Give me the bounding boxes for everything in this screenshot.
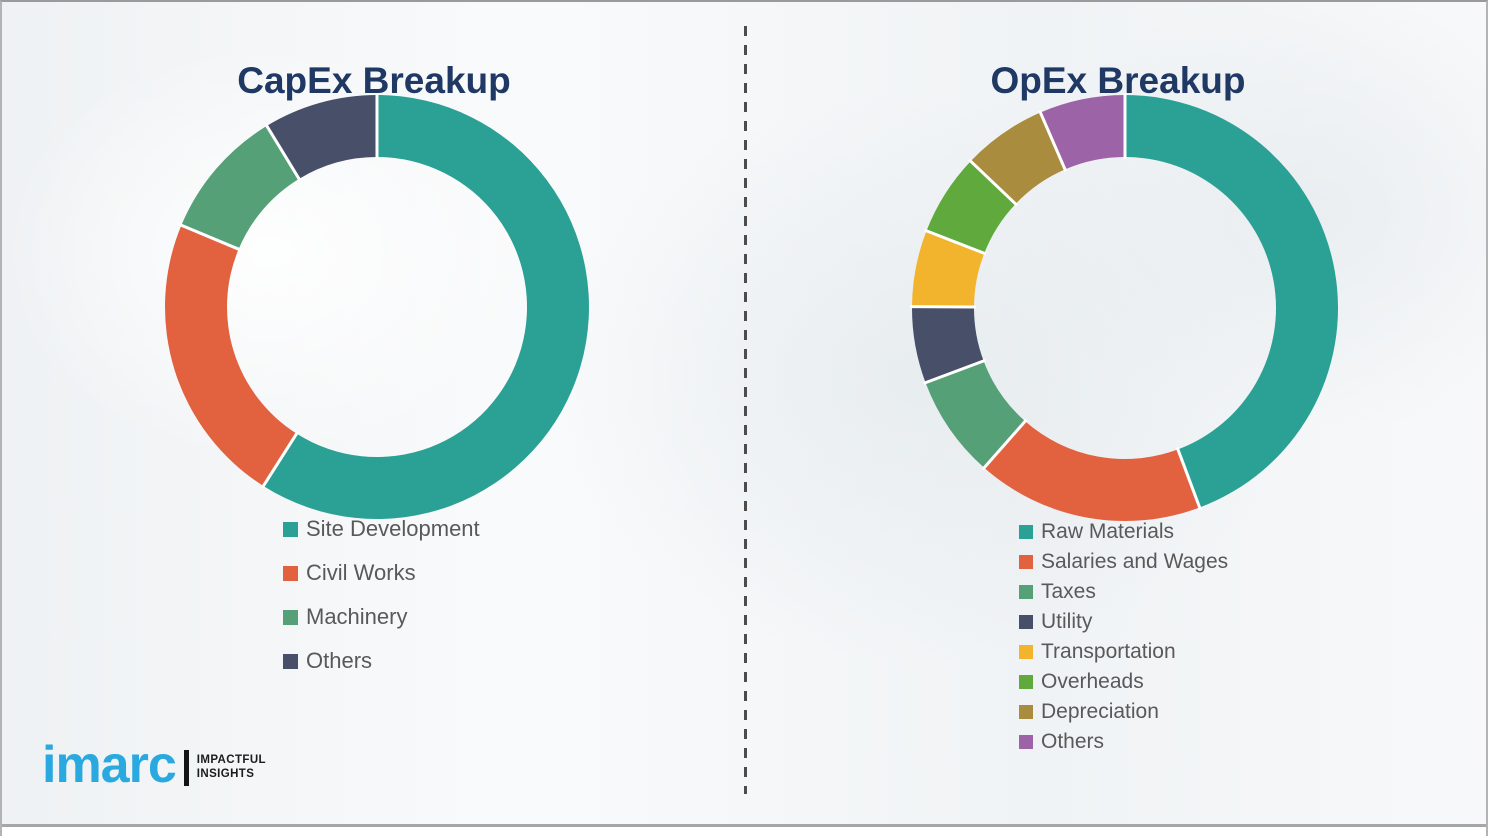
legend-label-others: Others bbox=[1041, 730, 1105, 753]
legend-swatch-machinery bbox=[283, 609, 298, 625]
imarc-logo-tagline: IMPACTFUL INSIGHTS bbox=[197, 754, 266, 782]
legend-label-raw-materials: Raw Materials bbox=[1041, 520, 1175, 543]
legend-label-depreciation: Depreciation bbox=[1041, 700, 1159, 723]
capex-legend: Site Development Civil Works Machinery Othe… bbox=[283, 516, 480, 673]
legend-swatch-salaries-and-wages bbox=[1019, 555, 1033, 569]
imarc-logo-wordmark: imarc bbox=[42, 736, 177, 794]
slice-gap bbox=[1175, 447, 1202, 510]
slice-gap bbox=[1038, 110, 1068, 172]
legend-item-depreciation: Depreciation bbox=[1019, 700, 1228, 724]
slice-gap bbox=[261, 431, 299, 489]
legend-item-raw-materials: Raw Materials bbox=[1019, 520, 1228, 544]
legend-swatch-others bbox=[283, 653, 298, 669]
opex-donut-chart bbox=[909, 93, 1339, 522]
legend-label-others: Others bbox=[306, 648, 373, 673]
legend-item-machinery: Machinery bbox=[283, 604, 480, 629]
legend-item-others: Others bbox=[283, 648, 480, 673]
slice-gap bbox=[968, 158, 1019, 207]
slice-gap bbox=[178, 223, 242, 252]
legend-label-civil-works: Civil Works bbox=[306, 560, 416, 585]
legend-label-overheads: Overheads bbox=[1041, 670, 1144, 693]
legend-label-site-development: Site Development bbox=[306, 516, 480, 541]
legend-swatch-raw-materials bbox=[1019, 525, 1033, 539]
legend-swatch-utility bbox=[1019, 615, 1033, 629]
legend-swatch-depreciation bbox=[1019, 705, 1033, 719]
legend-item-utility: Utility bbox=[1019, 610, 1228, 634]
slice-gap bbox=[264, 123, 302, 182]
slice-gap bbox=[923, 358, 986, 385]
legend-item-salaries-and-wages: Salaries and Wages bbox=[1019, 550, 1228, 574]
legend-item-overheads: Overheads bbox=[1019, 670, 1228, 694]
legend-label-machinery: Machinery bbox=[306, 604, 408, 629]
donut-slice-machinery bbox=[181, 125, 300, 250]
bottom-rule bbox=[2, 824, 1486, 827]
donut-slice-salaries-and-wages bbox=[984, 421, 1200, 522]
imarc-tagline-line1: IMPACTFUL bbox=[196, 754, 266, 767]
donut-slice-others bbox=[1040, 95, 1125, 170]
donut-slice-transportation bbox=[912, 230, 985, 308]
opex-title: OpEx Breakup bbox=[990, 59, 1246, 101]
legend-label-taxes: Taxes bbox=[1041, 580, 1096, 603]
legend-label-transportation: Transportation bbox=[1041, 640, 1176, 663]
bottom-strip bbox=[2, 827, 1486, 836]
slice-gap bbox=[981, 418, 1028, 471]
legend-swatch-others bbox=[1019, 735, 1033, 749]
legend-label-utility: Utility bbox=[1041, 610, 1093, 633]
donut-slice-utility bbox=[911, 306, 984, 383]
donut-slice-depreciation bbox=[970, 112, 1066, 204]
legend-swatch-site-development bbox=[283, 521, 298, 537]
donut-slice-taxes bbox=[925, 360, 1026, 468]
legend-item-civil-works: Civil Works bbox=[283, 560, 480, 585]
legend-swatch-taxes bbox=[1019, 585, 1033, 599]
capex-donut-chart bbox=[164, 93, 589, 519]
imarc-logo-separator bbox=[183, 750, 189, 786]
imarc-logo: imarc IMPACTFUL INSIGHTS bbox=[42, 739, 266, 791]
panel-divider bbox=[744, 26, 747, 794]
donut-slice-others bbox=[266, 95, 377, 179]
legend-swatch-civil-works bbox=[283, 565, 298, 581]
donut-slice-civil-works bbox=[164, 225, 297, 486]
legend-item-others: Others bbox=[1019, 730, 1228, 754]
imarc-tagline-line2: INSIGHTS bbox=[196, 768, 255, 780]
legend-item-site-development: Site Development bbox=[283, 516, 480, 541]
opex-legend: Raw Materials Salaries and Wages Taxes Util… bbox=[1019, 520, 1228, 754]
donut-slice-raw-materials bbox=[1125, 95, 1339, 508]
legend-label-salaries-and-wages: Salaries and Wages bbox=[1041, 550, 1229, 573]
legend-item-transportation: Transportation bbox=[1019, 640, 1228, 664]
legend-swatch-transportation bbox=[1019, 645, 1033, 659]
capex-title: CapEx Breakup bbox=[237, 59, 511, 101]
legend-swatch-overheads bbox=[1019, 675, 1033, 689]
donut-slice-site-development bbox=[263, 95, 589, 519]
legend-item-taxes: Taxes bbox=[1019, 580, 1228, 604]
slice-gap bbox=[924, 228, 987, 256]
